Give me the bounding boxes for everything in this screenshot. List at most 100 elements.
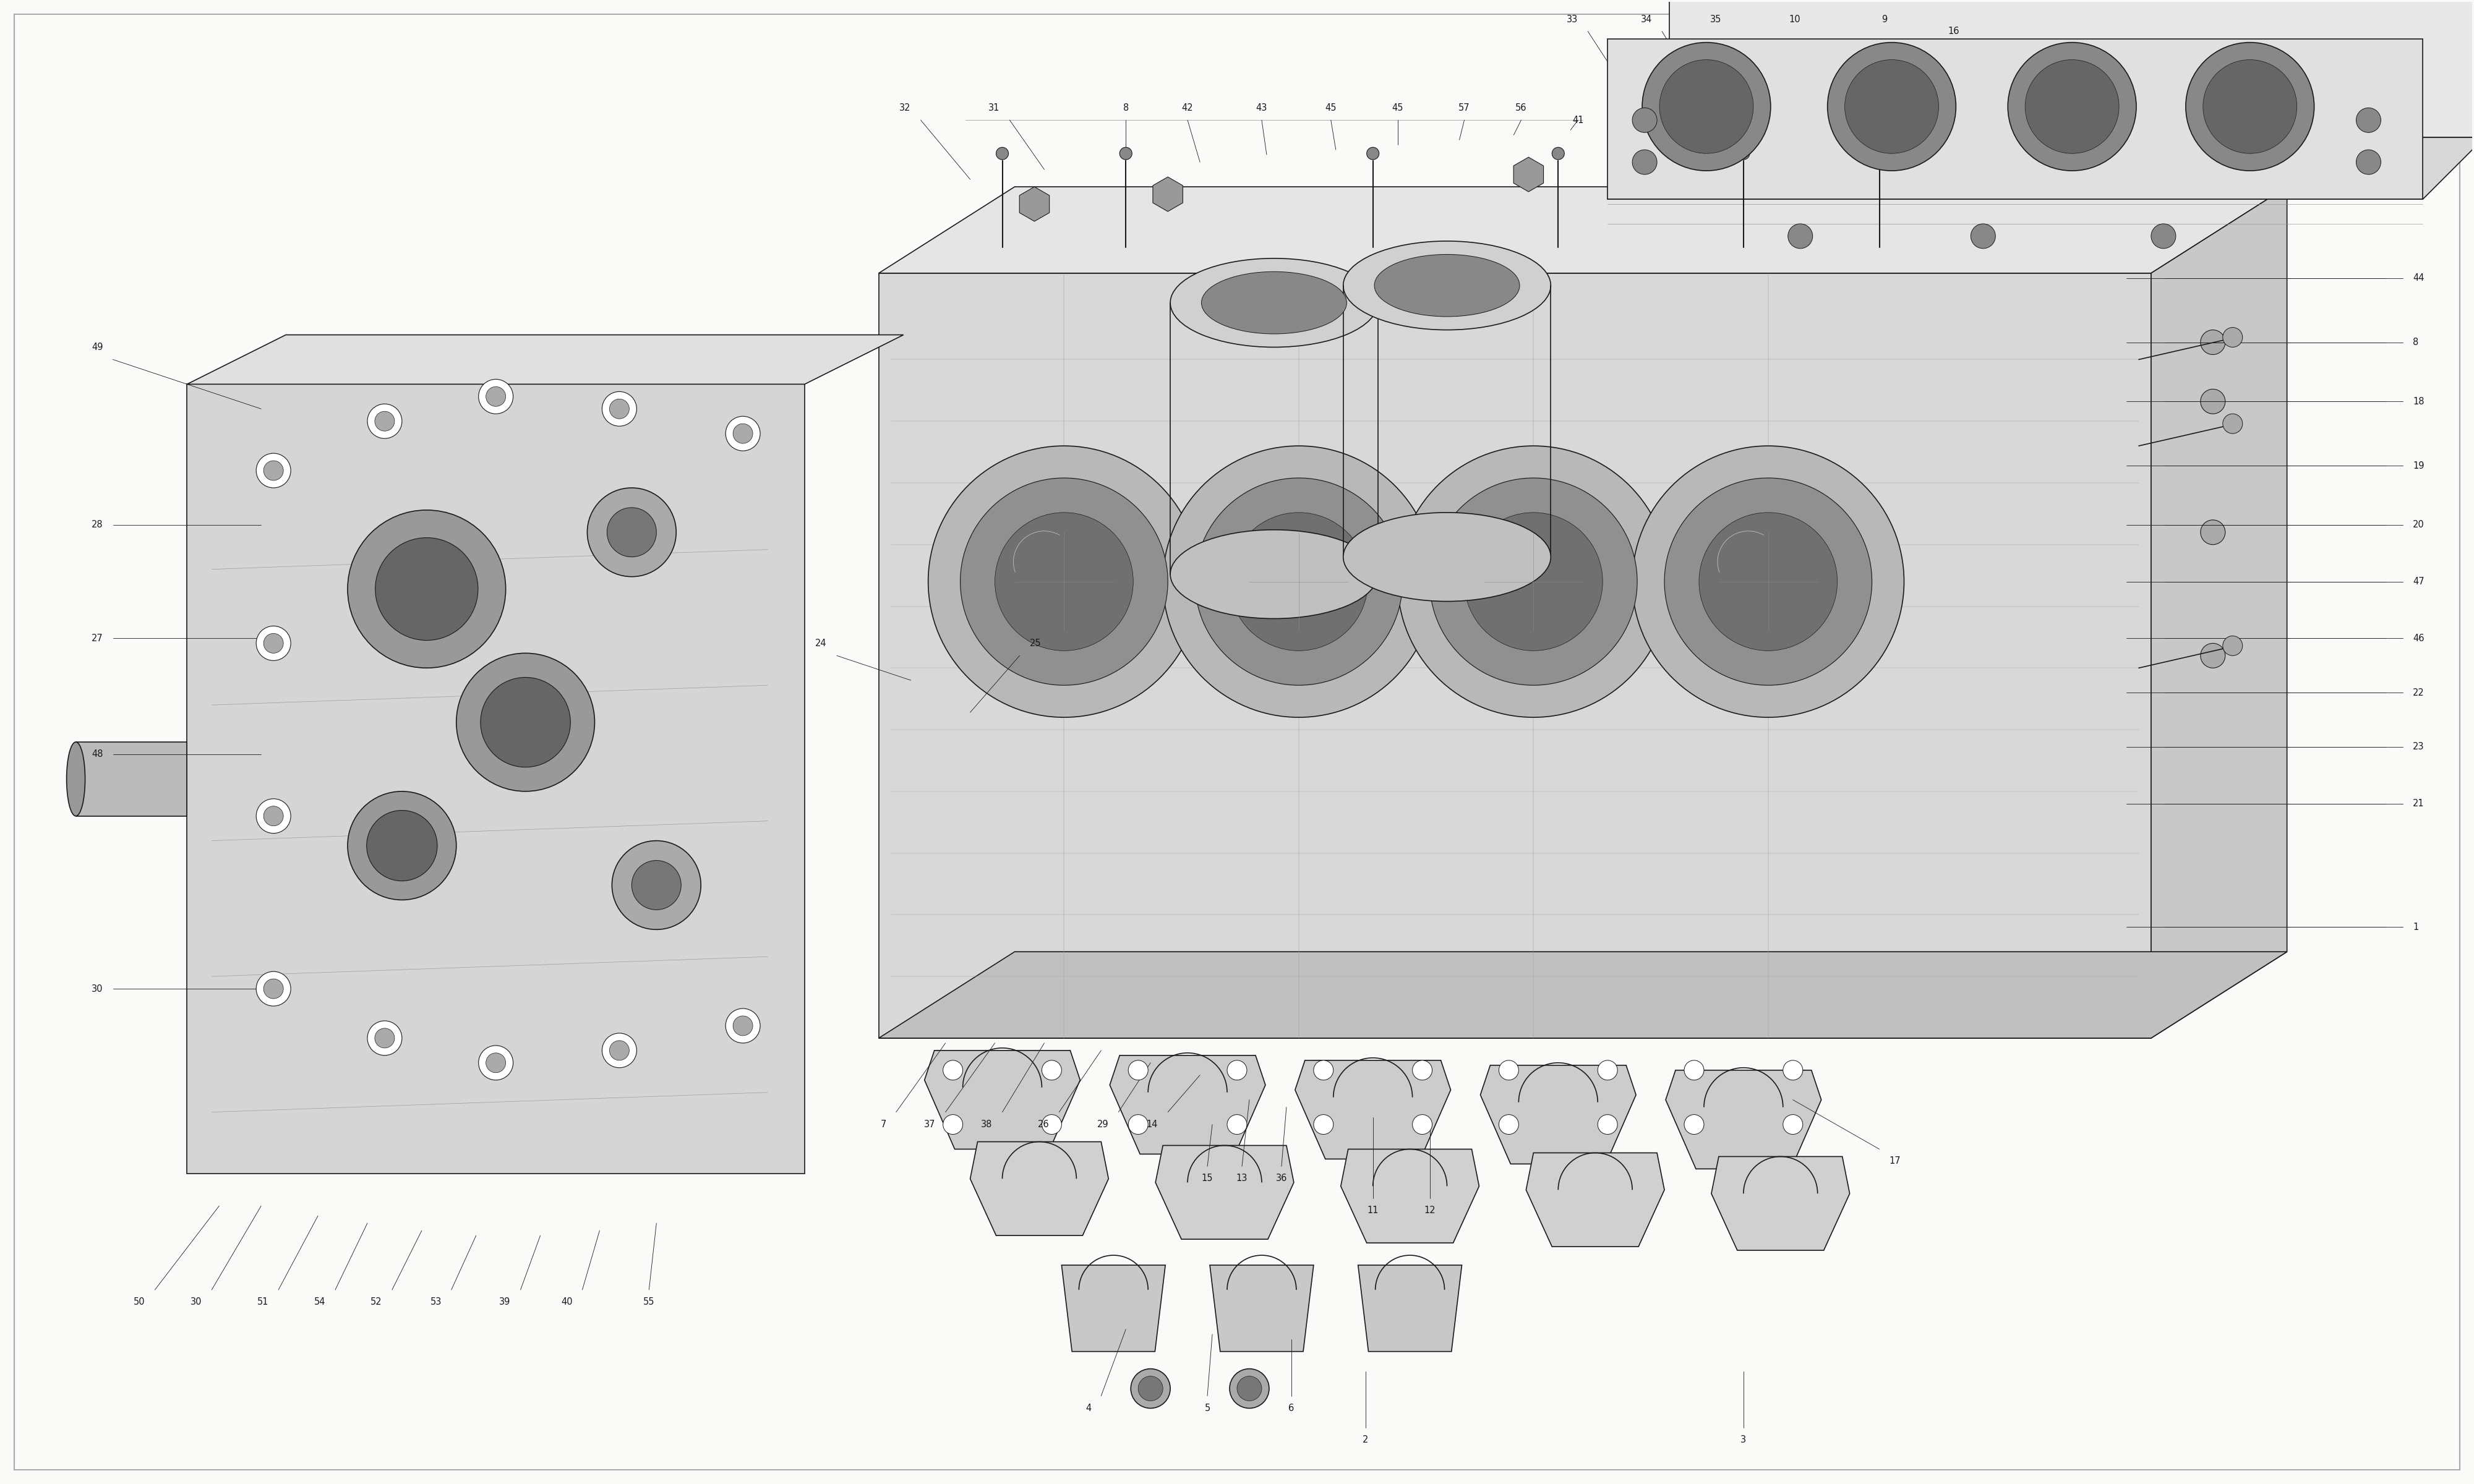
Circle shape (485, 1054, 505, 1073)
Circle shape (257, 626, 292, 660)
Circle shape (1972, 224, 1997, 248)
Circle shape (2199, 389, 2224, 414)
Circle shape (1413, 1061, 1432, 1080)
Circle shape (1128, 1061, 1148, 1080)
Polygon shape (878, 951, 2286, 1039)
Circle shape (2199, 329, 2224, 355)
Circle shape (455, 653, 594, 791)
Circle shape (601, 1033, 636, 1067)
Circle shape (1873, 147, 1885, 160)
Circle shape (1665, 478, 1873, 686)
Text: 20: 20 (2412, 521, 2425, 530)
Polygon shape (1608, 138, 2474, 199)
Circle shape (2199, 643, 2224, 668)
Circle shape (257, 972, 292, 1006)
Circle shape (265, 806, 285, 827)
Text: 49: 49 (92, 343, 104, 352)
Circle shape (265, 460, 285, 481)
Ellipse shape (1846, 59, 1940, 153)
Polygon shape (1665, 1070, 1821, 1169)
Text: 6: 6 (1289, 1404, 1294, 1413)
FancyBboxPatch shape (15, 13, 2459, 1471)
Text: 41: 41 (1571, 116, 1583, 125)
Circle shape (2199, 519, 2224, 545)
Circle shape (376, 537, 477, 640)
Text: 10: 10 (1789, 15, 1801, 24)
Text: 1: 1 (2412, 923, 2420, 932)
Polygon shape (1019, 187, 1049, 221)
Ellipse shape (2026, 59, 2120, 153)
Circle shape (1163, 445, 1435, 717)
Circle shape (1237, 1376, 1262, 1401)
Ellipse shape (1643, 43, 1771, 171)
Circle shape (1398, 445, 1670, 717)
Circle shape (2222, 635, 2241, 656)
Text: 37: 37 (925, 1119, 935, 1129)
Circle shape (995, 512, 1133, 650)
Circle shape (1633, 150, 1658, 175)
Circle shape (997, 147, 1009, 160)
Text: 14: 14 (1145, 1119, 1158, 1129)
Polygon shape (1111, 1055, 1264, 1155)
Circle shape (611, 841, 700, 929)
Text: 7: 7 (881, 1119, 886, 1129)
Text: 22: 22 (2412, 689, 2425, 697)
Polygon shape (1153, 177, 1183, 211)
Circle shape (374, 1028, 393, 1048)
Polygon shape (878, 273, 2150, 1039)
Circle shape (349, 791, 455, 899)
Circle shape (1789, 224, 1813, 248)
Text: 32: 32 (901, 104, 910, 113)
Circle shape (960, 478, 1168, 686)
Circle shape (1633, 445, 1905, 717)
Circle shape (601, 392, 636, 426)
Text: 30: 30 (190, 1297, 203, 1306)
Circle shape (725, 1009, 760, 1043)
Circle shape (1784, 1114, 1804, 1134)
Text: 21: 21 (2412, 798, 2425, 809)
Polygon shape (925, 1051, 1081, 1149)
Text: 15: 15 (1202, 1174, 1212, 1183)
Circle shape (1227, 1061, 1247, 1080)
Circle shape (374, 411, 393, 430)
Text: 18: 18 (2412, 396, 2425, 407)
Text: 45: 45 (1326, 104, 1336, 113)
Circle shape (1499, 1114, 1519, 1134)
Circle shape (1598, 1114, 1618, 1134)
Circle shape (1413, 1114, 1432, 1134)
Circle shape (1227, 1114, 1247, 1134)
Circle shape (366, 1021, 401, 1055)
Polygon shape (1479, 1066, 1635, 1163)
Text: 5: 5 (1205, 1404, 1210, 1413)
Circle shape (366, 404, 401, 438)
Polygon shape (1608, 39, 2422, 199)
Text: 36: 36 (1277, 1174, 1286, 1183)
Text: 17: 17 (1890, 1156, 1900, 1166)
Polygon shape (1341, 1149, 1479, 1244)
Text: 33: 33 (1566, 15, 1578, 24)
Circle shape (1138, 1376, 1163, 1401)
Ellipse shape (2185, 43, 2313, 171)
Circle shape (257, 453, 292, 488)
Circle shape (725, 417, 760, 451)
Ellipse shape (2009, 43, 2135, 171)
Circle shape (1430, 478, 1638, 686)
Polygon shape (1294, 1061, 1450, 1159)
Circle shape (1685, 1114, 1705, 1134)
Circle shape (485, 387, 505, 407)
Circle shape (1737, 147, 1749, 160)
Text: 43: 43 (1257, 104, 1267, 113)
Circle shape (586, 488, 675, 577)
Circle shape (2150, 224, 2175, 248)
Text: 30: 30 (92, 984, 104, 993)
Polygon shape (188, 384, 804, 1174)
Text: 48: 48 (92, 749, 104, 758)
Circle shape (631, 861, 680, 910)
Polygon shape (2150, 187, 2286, 1039)
Text: 39: 39 (500, 1297, 510, 1306)
Circle shape (1230, 512, 1368, 650)
Circle shape (1314, 1114, 1333, 1134)
Text: 8: 8 (2412, 338, 2420, 347)
Text: 50: 50 (134, 1297, 146, 1306)
Circle shape (609, 399, 628, 418)
